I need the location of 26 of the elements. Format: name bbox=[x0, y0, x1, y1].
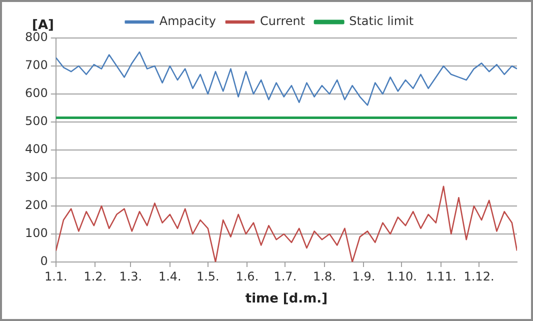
legend-label: Current bbox=[260, 14, 306, 28]
y-tick-label: 800 bbox=[25, 30, 48, 44]
x-tick-label: 1.5. bbox=[196, 269, 220, 284]
y-tick-label: 200 bbox=[25, 198, 48, 212]
x-tick-label: 1.9. bbox=[352, 269, 376, 284]
legend-label: Ampacity bbox=[159, 14, 216, 28]
y-tick-label: 600 bbox=[25, 86, 48, 100]
y-tick-label: 500 bbox=[25, 114, 48, 128]
legend-label: Static limit bbox=[349, 14, 414, 28]
x-tick-label: 1.1. bbox=[44, 269, 68, 284]
y-tick-label: 300 bbox=[25, 170, 48, 184]
x-tick-label: 1.3. bbox=[119, 269, 142, 284]
x-tick-label: 1.6. bbox=[236, 269, 259, 284]
y-tick-label: 100 bbox=[25, 226, 48, 240]
x-tick-label: 1.2. bbox=[84, 269, 107, 284]
x-tick-label: 1.11. bbox=[426, 269, 456, 284]
x-tick-label: 1.4. bbox=[158, 269, 182, 284]
x-tick-label: 1.8. bbox=[313, 269, 336, 284]
x-axis-title: time [d.m.] bbox=[245, 292, 328, 307]
y-axis-title: [A] bbox=[32, 18, 54, 33]
y-tick-label: 700 bbox=[25, 58, 48, 72]
y-tick-label: 0 bbox=[40, 254, 48, 268]
x-tick-label: 1.10. bbox=[386, 269, 417, 284]
x-tick-label: 1.7. bbox=[274, 269, 297, 284]
x-tick-label: 1.12. bbox=[464, 269, 494, 284]
y-tick-label: 400 bbox=[25, 142, 48, 156]
